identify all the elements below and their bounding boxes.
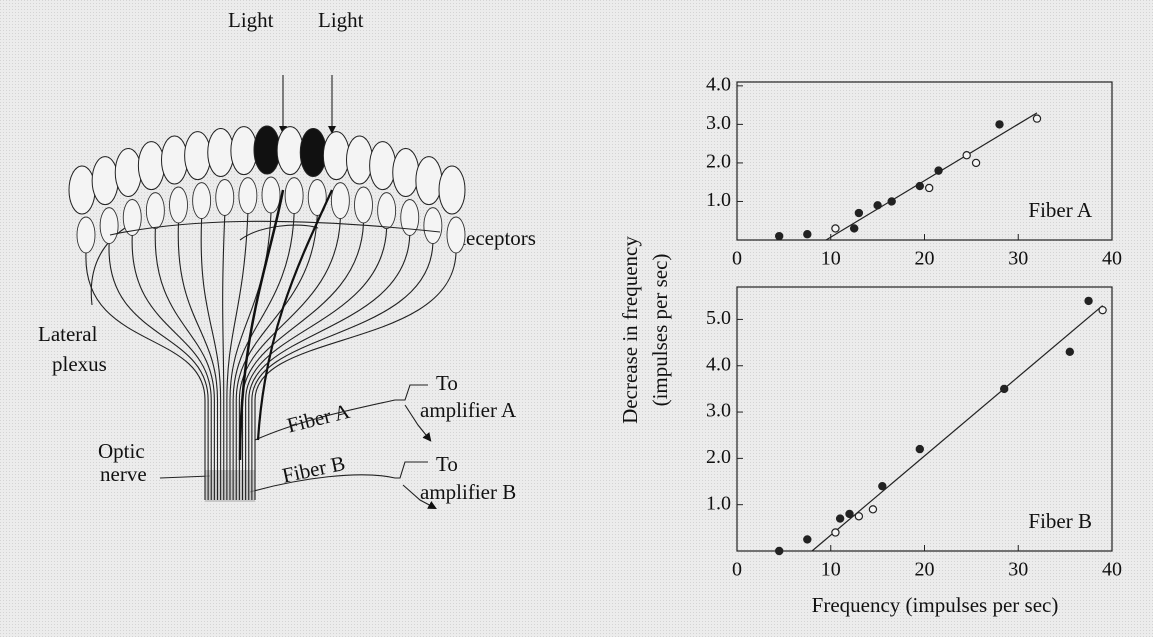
receptor-base <box>447 217 465 253</box>
data-point <box>916 182 923 189</box>
x-tick-label: 20 <box>915 248 935 270</box>
y-tick-label: 4.0 <box>706 353 731 375</box>
data-point <box>963 152 970 159</box>
amplifier-label: To <box>436 452 458 476</box>
data-point <box>972 159 979 166</box>
receptor <box>300 129 326 177</box>
chart-annotation: Fiber A <box>1028 198 1092 222</box>
receptor-base <box>424 208 442 244</box>
y-tick-label: 2.0 <box>706 446 731 468</box>
receptor-base <box>146 193 164 229</box>
receptor <box>69 166 95 214</box>
amplifier-label: amplifier B <box>420 480 516 504</box>
receptor <box>323 132 349 180</box>
data-point <box>846 510 853 517</box>
receptor-base <box>239 178 257 214</box>
optic-nerve-label: nerve <box>100 462 147 486</box>
data-point <box>926 184 933 191</box>
y-tick-label: 3.0 <box>706 400 731 422</box>
y-tick-label: 1.0 <box>706 492 731 514</box>
data-point <box>996 121 1003 128</box>
x-tick-label: 40 <box>1102 559 1122 581</box>
receptor-base <box>262 177 280 213</box>
data-point <box>869 506 876 513</box>
receptor <box>254 126 280 174</box>
amplifier-label: amplifier A <box>420 398 517 422</box>
data-point <box>879 483 886 490</box>
receptor-base <box>193 183 211 219</box>
x-tick-label: 0 <box>732 559 742 581</box>
page: { "diagram": { "light_labels": ["Light",… <box>0 0 1153 637</box>
background <box>0 0 1153 637</box>
plexus-label: Lateral <box>38 322 98 346</box>
data-point <box>832 529 839 536</box>
data-point <box>776 233 783 240</box>
data-point <box>935 167 942 174</box>
data-point <box>1066 348 1073 355</box>
data-point <box>804 231 811 238</box>
receptor-base <box>216 180 234 216</box>
y-tick-label: 5.0 <box>706 307 731 329</box>
receptor-base <box>355 187 373 223</box>
data-point <box>837 515 844 522</box>
receptor-base <box>100 208 118 244</box>
y-tick-label: 1.0 <box>706 189 731 211</box>
receptor <box>115 149 141 197</box>
light-label: Light <box>228 8 274 32</box>
receptor <box>138 142 164 190</box>
receptor <box>393 149 419 197</box>
receptor-base <box>77 217 95 253</box>
receptor-base <box>378 193 396 229</box>
data-point <box>874 202 881 209</box>
x-tick-label: 10 <box>821 559 841 581</box>
receptor <box>231 127 257 175</box>
x-tick-label: 0 <box>732 248 742 270</box>
y-axis-label: Decrease in frequency <box>618 236 642 424</box>
y-axis-label: (impulses per sec) <box>648 254 672 407</box>
data-point <box>1085 297 1092 304</box>
x-tick-label: 30 <box>1008 248 1028 270</box>
data-point <box>804 536 811 543</box>
receptor-base <box>331 183 349 219</box>
x-tick-label: 10 <box>821 248 841 270</box>
data-point <box>851 225 858 232</box>
receptor-base <box>285 178 303 214</box>
receptor <box>347 136 373 184</box>
x-tick-label: 20 <box>915 559 935 581</box>
receptor <box>370 142 396 190</box>
light-label: Light <box>318 8 364 32</box>
receptor <box>185 132 211 180</box>
receptor <box>416 157 442 205</box>
data-point <box>832 225 839 232</box>
receptor <box>277 127 303 175</box>
data-point <box>1033 115 1040 122</box>
y-tick-label: 4.0 <box>706 73 731 95</box>
x-tick-label: 40 <box>1102 248 1122 270</box>
receptor <box>208 129 234 177</box>
chart-annotation: Fiber B <box>1028 509 1092 533</box>
data-point <box>916 446 923 453</box>
amplifier-label: To <box>436 371 458 395</box>
data-point <box>776 547 783 554</box>
receptor-base <box>170 187 188 223</box>
x-tick-label: 30 <box>1008 559 1028 581</box>
optic-nerve-label: Optic <box>98 439 145 463</box>
data-point <box>855 209 862 216</box>
receptor <box>162 136 188 184</box>
y-tick-label: 2.0 <box>706 151 731 173</box>
data-point <box>888 198 895 205</box>
receptor <box>439 166 465 214</box>
x-axis-label: Frequency (impulses per sec) <box>812 593 1059 617</box>
figure: Light Light Receptors Lateral plexus Opt… <box>0 0 1153 637</box>
data-point <box>1099 307 1106 314</box>
data-point <box>855 513 862 520</box>
y-tick-label: 3.0 <box>706 112 731 134</box>
plexus-label: plexus <box>52 352 107 376</box>
data-point <box>1001 385 1008 392</box>
receptor <box>92 157 118 205</box>
